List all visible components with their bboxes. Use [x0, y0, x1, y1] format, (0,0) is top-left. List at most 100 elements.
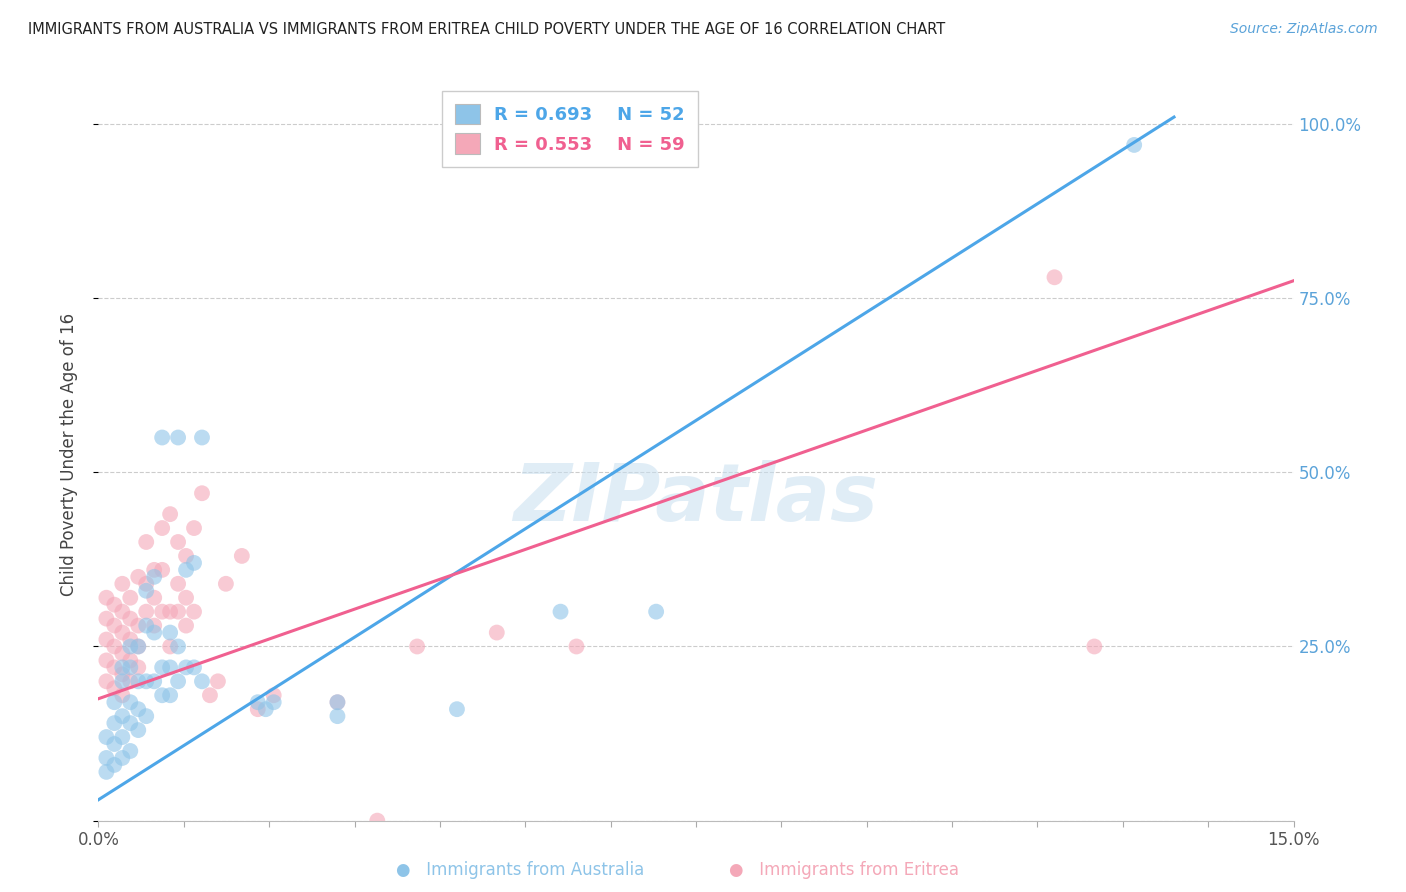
Point: [150, 605, 173, 619]
Point: [120, 716, 142, 731]
Point: [127, 618, 149, 632]
Point: [135, 583, 157, 598]
Point: [111, 667, 134, 681]
Point: [167, 674, 190, 689]
Point: [127, 723, 149, 737]
Point: [111, 605, 134, 619]
Point: [198, 688, 221, 702]
Point: [246, 702, 269, 716]
Point: [103, 737, 125, 751]
Point: [159, 625, 181, 640]
Point: [103, 660, 125, 674]
Point: [167, 535, 190, 549]
Point: [326, 695, 349, 709]
Point: [111, 688, 134, 702]
Point: [143, 591, 166, 605]
Text: ●   Immigrants from Eritrea: ● Immigrants from Eritrea: [728, 861, 959, 879]
Point: [103, 716, 125, 731]
Point: [1123, 137, 1146, 152]
Point: [96, 751, 118, 765]
Point: [366, 814, 388, 828]
Point: [231, 549, 253, 563]
Point: [96, 591, 118, 605]
Point: [485, 625, 508, 640]
Point: [127, 640, 149, 654]
Point: [143, 625, 166, 640]
Point: [191, 486, 214, 500]
Point: [174, 563, 197, 577]
Point: [103, 598, 125, 612]
Point: [159, 507, 181, 521]
Point: [254, 702, 277, 716]
Point: [143, 618, 166, 632]
Point: [111, 674, 134, 689]
Point: [446, 702, 468, 716]
Point: [96, 674, 118, 689]
Point: [167, 640, 190, 654]
Point: [143, 563, 166, 577]
Point: [150, 660, 173, 674]
Point: [159, 605, 181, 619]
Point: [174, 660, 197, 674]
Point: [135, 576, 157, 591]
Point: [96, 632, 118, 647]
Point: [96, 730, 118, 744]
Text: ZIPatlas: ZIPatlas: [513, 459, 879, 538]
Point: [127, 640, 149, 654]
Point: [127, 702, 149, 716]
Point: [120, 612, 142, 626]
Point: [174, 618, 197, 632]
Point: [183, 660, 205, 674]
Point: [167, 430, 190, 444]
Point: [111, 709, 134, 723]
Point: [135, 618, 157, 632]
Point: [120, 653, 142, 667]
Point: [183, 556, 205, 570]
Point: [174, 549, 197, 563]
Point: [183, 605, 205, 619]
Point: [143, 674, 166, 689]
Point: [159, 688, 181, 702]
Point: [326, 709, 349, 723]
Text: IMMIGRANTS FROM AUSTRALIA VS IMMIGRANTS FROM ERITREA CHILD POVERTY UNDER THE AGE: IMMIGRANTS FROM AUSTRALIA VS IMMIGRANTS …: [28, 22, 945, 37]
Point: [103, 681, 125, 696]
Point: [645, 605, 668, 619]
Point: [135, 674, 157, 689]
Point: [159, 640, 181, 654]
Point: [103, 758, 125, 772]
Point: [263, 688, 285, 702]
Point: [120, 744, 142, 758]
Point: [207, 674, 229, 689]
Point: [111, 576, 134, 591]
Point: [120, 660, 142, 674]
Point: [191, 674, 214, 689]
Point: [565, 640, 588, 654]
Point: [135, 605, 157, 619]
Point: [246, 695, 269, 709]
Point: [167, 605, 190, 619]
Point: [159, 660, 181, 674]
Point: [127, 570, 149, 584]
Point: [174, 591, 197, 605]
Point: [120, 695, 142, 709]
Point: [1083, 640, 1105, 654]
Point: [96, 653, 118, 667]
Point: [406, 640, 429, 654]
Point: [103, 618, 125, 632]
Point: [135, 535, 157, 549]
Y-axis label: Child Poverty Under the Age of 16: Child Poverty Under the Age of 16: [59, 313, 77, 597]
Point: [111, 730, 134, 744]
Point: [150, 688, 173, 702]
Point: [96, 612, 118, 626]
Point: [120, 674, 142, 689]
Point: [183, 521, 205, 535]
Point: [111, 625, 134, 640]
Point: [191, 430, 214, 444]
Point: [111, 751, 134, 765]
Point: [111, 647, 134, 661]
Point: [326, 695, 349, 709]
Text: Source: ZipAtlas.com: Source: ZipAtlas.com: [1230, 22, 1378, 37]
Point: [120, 640, 142, 654]
Text: ●   Immigrants from Australia: ● Immigrants from Australia: [396, 861, 644, 879]
Point: [120, 632, 142, 647]
